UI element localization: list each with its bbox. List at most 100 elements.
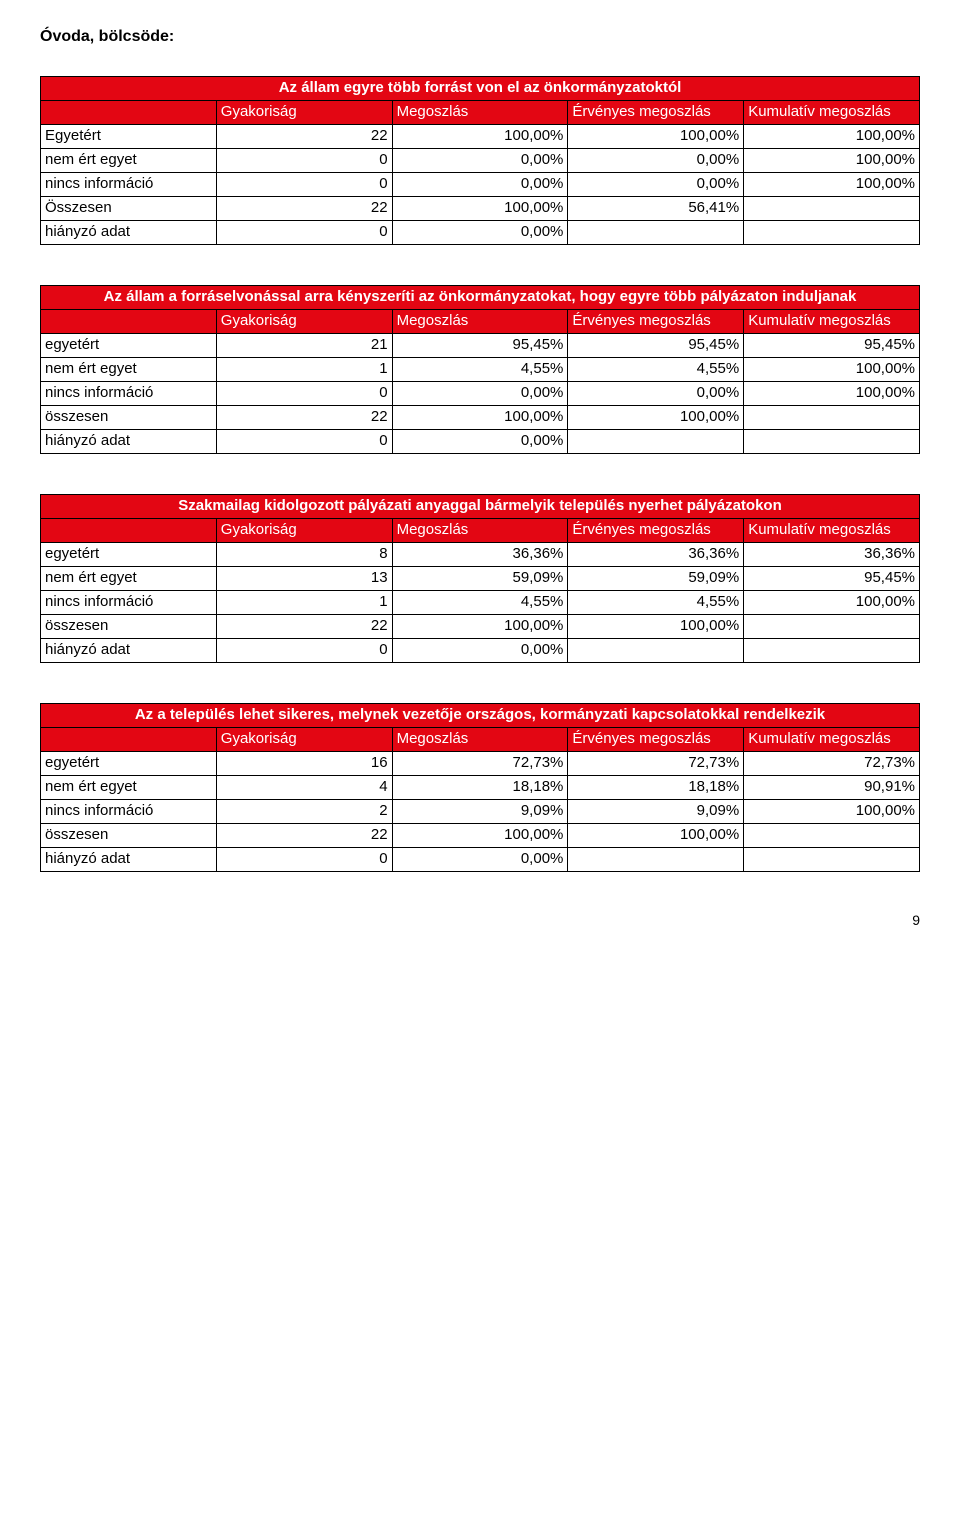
- cell: 0,00%: [392, 382, 568, 406]
- table-row: egyetért1672,73%72,73%72,73%: [41, 752, 920, 776]
- cell: 100,00%: [392, 406, 568, 430]
- cell: 1: [216, 358, 392, 382]
- data-table: Az a település lehet sikeres, melynek ve…: [40, 703, 920, 872]
- table-row: Összesen22100,00%56,41%: [41, 197, 920, 221]
- cell: [744, 430, 920, 454]
- cell: 18,18%: [392, 776, 568, 800]
- col-blank: [41, 728, 217, 752]
- cell: 36,36%: [392, 543, 568, 567]
- table-row: nincs információ00,00%0,00%100,00%: [41, 173, 920, 197]
- cell: 13: [216, 567, 392, 591]
- tables-container: Az állam egyre több forrást von el az ön…: [40, 76, 920, 872]
- table-row: hiányzó adat00,00%: [41, 430, 920, 454]
- cell: 100,00%: [568, 406, 744, 430]
- table-title: Az a település lehet sikeres, melynek ve…: [41, 704, 920, 728]
- row-label: nincs információ: [41, 800, 217, 824]
- page-title: Óvoda, bölcsöde:: [40, 28, 920, 46]
- cell: 0: [216, 848, 392, 872]
- table-row: hiányzó adat00,00%: [41, 221, 920, 245]
- col-header: Kumulatív megoszlás: [744, 310, 920, 334]
- cell: [744, 221, 920, 245]
- col-header: Gyakoriság: [216, 310, 392, 334]
- row-label: összesen: [41, 615, 217, 639]
- row-label: nincs információ: [41, 173, 217, 197]
- cell: 100,00%: [744, 149, 920, 173]
- cell: 0,00%: [392, 639, 568, 663]
- cell: 59,09%: [568, 567, 744, 591]
- col-header: Megoszlás: [392, 310, 568, 334]
- table-row: hiányzó adat00,00%: [41, 848, 920, 872]
- cell: 100,00%: [392, 615, 568, 639]
- cell: 22: [216, 406, 392, 430]
- cell: 56,41%: [568, 197, 744, 221]
- cell: 100,00%: [392, 125, 568, 149]
- row-label: nem ért egyet: [41, 358, 217, 382]
- table-row: összesen22100,00%100,00%: [41, 824, 920, 848]
- row-label: nem ért egyet: [41, 149, 217, 173]
- cell: 16: [216, 752, 392, 776]
- table-row: egyetért2195,45%95,45%95,45%: [41, 334, 920, 358]
- table-row: összesen22100,00%100,00%: [41, 615, 920, 639]
- cell: 100,00%: [744, 382, 920, 406]
- table-row: nincs információ00,00%0,00%100,00%: [41, 382, 920, 406]
- cell: 100,00%: [568, 125, 744, 149]
- table-row: nem ért egyet418,18%18,18%90,91%: [41, 776, 920, 800]
- cell: [744, 848, 920, 872]
- table-row: összesen22100,00%100,00%: [41, 406, 920, 430]
- table-title: Szakmailag kidolgozott pályázati anyagga…: [41, 495, 920, 519]
- cell: 8: [216, 543, 392, 567]
- cell: 0,00%: [392, 848, 568, 872]
- page-number: 9: [40, 912, 920, 928]
- cell: 0,00%: [392, 221, 568, 245]
- cell: [568, 430, 744, 454]
- cell: 72,73%: [744, 752, 920, 776]
- table-row: nincs információ14,55%4,55%100,00%: [41, 591, 920, 615]
- row-label: Összesen: [41, 197, 217, 221]
- cell: 4,55%: [568, 591, 744, 615]
- row-label: egyetért: [41, 752, 217, 776]
- col-blank: [41, 310, 217, 334]
- cell: 0,00%: [568, 173, 744, 197]
- col-header: Megoszlás: [392, 519, 568, 543]
- cell: 100,00%: [744, 173, 920, 197]
- cell: 2: [216, 800, 392, 824]
- table-row: nem ért egyet14,55%4,55%100,00%: [41, 358, 920, 382]
- cell: 0,00%: [392, 173, 568, 197]
- cell: 0: [216, 430, 392, 454]
- cell: 100,00%: [744, 591, 920, 615]
- col-header: Gyakoriság: [216, 519, 392, 543]
- row-label: egyetért: [41, 334, 217, 358]
- col-header: Kumulatív megoszlás: [744, 101, 920, 125]
- row-label: összesen: [41, 824, 217, 848]
- cell: 0,00%: [392, 430, 568, 454]
- cell: 100,00%: [392, 824, 568, 848]
- cell: 95,45%: [744, 334, 920, 358]
- cell: 36,36%: [568, 543, 744, 567]
- table-title: Az állam a forráselvonással arra kénysze…: [41, 286, 920, 310]
- col-header: Érvényes megoszlás: [568, 519, 744, 543]
- col-header: Kumulatív megoszlás: [744, 519, 920, 543]
- cell: 95,45%: [392, 334, 568, 358]
- row-label: nincs információ: [41, 591, 217, 615]
- row-label: egyetért: [41, 543, 217, 567]
- cell: 100,00%: [744, 358, 920, 382]
- cell: 0: [216, 173, 392, 197]
- cell: 4,55%: [392, 591, 568, 615]
- cell: 100,00%: [392, 197, 568, 221]
- cell: 9,09%: [568, 800, 744, 824]
- cell: 36,36%: [744, 543, 920, 567]
- cell: [744, 639, 920, 663]
- cell: 100,00%: [568, 824, 744, 848]
- col-blank: [41, 519, 217, 543]
- col-header: Gyakoriság: [216, 101, 392, 125]
- cell: 22: [216, 197, 392, 221]
- cell: 21: [216, 334, 392, 358]
- table-row: nincs információ29,09%9,09%100,00%: [41, 800, 920, 824]
- col-header: Érvényes megoszlás: [568, 310, 744, 334]
- cell: 100,00%: [744, 800, 920, 824]
- cell: 22: [216, 125, 392, 149]
- cell: 1: [216, 591, 392, 615]
- cell: [568, 221, 744, 245]
- cell: 72,73%: [568, 752, 744, 776]
- cell: 4: [216, 776, 392, 800]
